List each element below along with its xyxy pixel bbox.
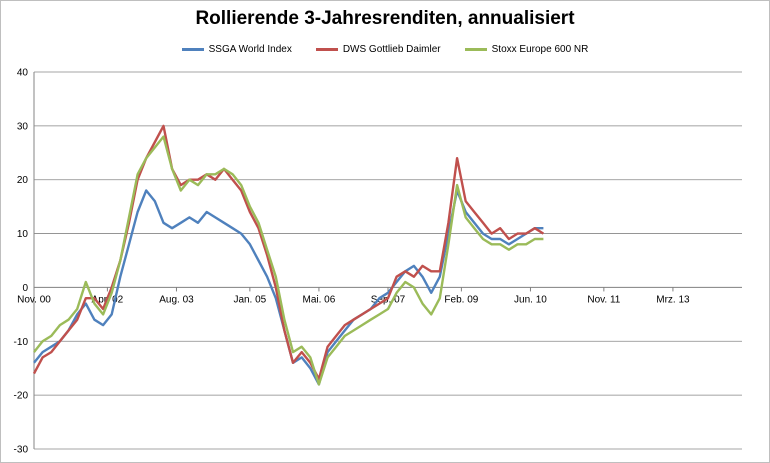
legend-swatch-dws	[315, 48, 338, 51]
x-tick-label: Nov. 11	[587, 294, 620, 305]
series-line-stoxx	[33, 135, 544, 386]
legend-label-stoxx: Stoxx Europe 600 NR	[491, 44, 589, 55]
legend-item-dws: DWS Gottlieb Daimler	[315, 44, 441, 55]
legend-item-ssga: SSGA World Index	[181, 44, 292, 55]
x-tick-label: Mrz. 13	[656, 294, 690, 305]
chart-title: Rollierende 3-Jahresrenditen, annualisie…	[195, 8, 575, 29]
x-tick-label: Mai. 06	[303, 294, 336, 305]
y-tick-label: -20	[14, 391, 29, 402]
y-tick-label: 10	[17, 229, 29, 240]
y-tick-label: 30	[17, 121, 29, 132]
y-tick-label: 0	[22, 283, 28, 294]
x-tick-label: Aug. 03	[159, 294, 194, 305]
y-tick-label: -10	[14, 337, 29, 348]
x-tick-label: Sep. 07	[371, 294, 406, 305]
y-tick-label: -30	[14, 445, 29, 456]
x-tick-label: Jun. 10	[514, 294, 547, 305]
y-tick-label: 20	[17, 175, 29, 186]
y-tick-label: 40	[17, 68, 29, 79]
x-tick-label: Feb. 09	[444, 294, 478, 305]
x-tick-label: Nov. 00	[17, 294, 51, 305]
chart-legend: SSGA World Index DWS Gottlieb Daimler St…	[0, 44, 770, 55]
legend-item-stoxx: Stoxx Europe 600 NR	[464, 44, 589, 55]
legend-label-ssga: SSGA World Index	[208, 44, 292, 55]
x-tick-label: Jan. 05	[233, 294, 266, 305]
legend-swatch-ssga	[181, 48, 204, 51]
legend-label-dws: DWS Gottlieb Daimler	[342, 44, 441, 55]
legend-swatch-stoxx	[464, 48, 487, 51]
